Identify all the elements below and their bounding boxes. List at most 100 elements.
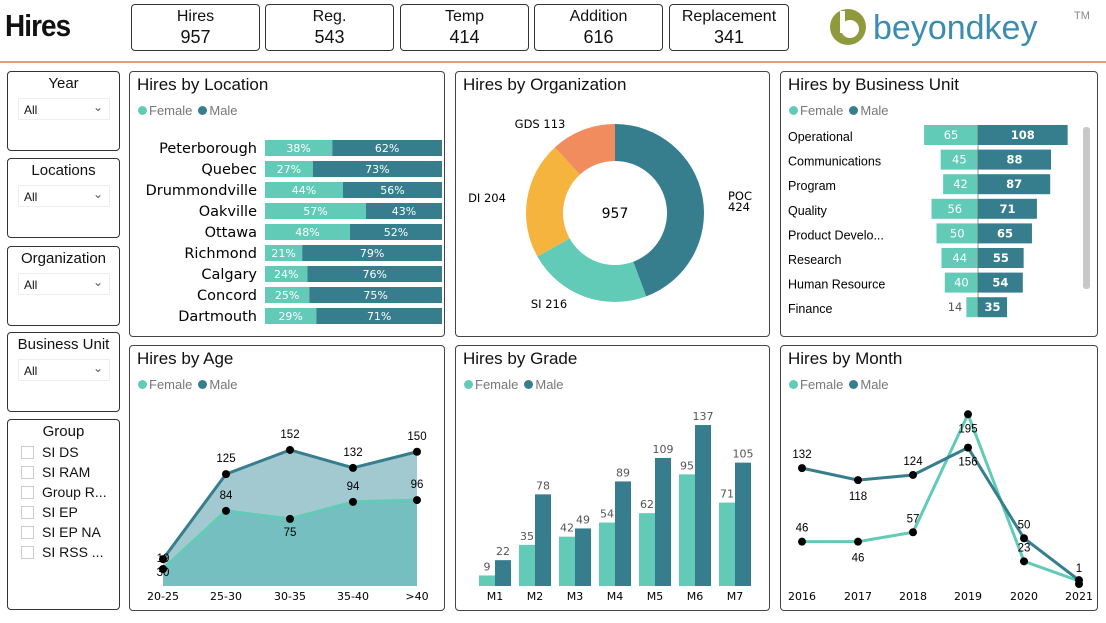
organization-slicer: Organization All ⌄	[7, 246, 120, 326]
male-point	[854, 476, 862, 485]
x-tick-label: 25-30	[210, 590, 242, 603]
male-data-label: 50	[1018, 519, 1031, 531]
male-data-label: 56%	[380, 184, 404, 197]
female-data-label: 44%	[292, 184, 316, 197]
scrollbar-thumb[interactable]	[1083, 127, 1090, 289]
female-bar	[719, 502, 735, 586]
female-bar	[519, 544, 535, 586]
female-data-label: 35	[520, 530, 534, 543]
category-label: Dartmouth	[178, 309, 257, 325]
female-bar	[966, 297, 978, 318]
legend: Female Male	[138, 377, 238, 392]
male-bar	[978, 174, 1051, 195]
kpi-card-replacement: Replacement 341	[669, 4, 789, 51]
male-bar	[302, 245, 442, 261]
male-bar	[309, 287, 442, 303]
female-data-label: 38%	[286, 142, 310, 155]
female-data-label: 50	[950, 226, 965, 240]
male-data-label: 89	[616, 466, 630, 479]
checkbox[interactable]	[21, 445, 34, 459]
male-point	[159, 555, 167, 564]
female-data-label: 57	[907, 513, 920, 525]
male-bar	[307, 266, 442, 282]
x-tick-label: M5	[647, 590, 664, 603]
category-label: Research	[788, 253, 842, 267]
male-data-label: 156	[958, 457, 977, 469]
female-bar	[943, 174, 978, 195]
x-tick-label: 2019	[954, 590, 982, 603]
panel-title: Hires by Location	[137, 75, 269, 94]
group-option[interactable]: SI RAM	[21, 464, 119, 480]
category-label: Peterborough	[159, 141, 257, 157]
female-data-label: 65	[944, 128, 959, 142]
legend-female: Female	[464, 377, 518, 392]
female-line	[802, 410, 1080, 583]
female-point	[964, 410, 972, 419]
male-data-label: 152	[280, 429, 299, 441]
header-divider	[0, 61, 1106, 63]
dropdown-value: All	[24, 190, 38, 204]
male-bar	[978, 149, 1052, 170]
male-data-label: 132	[343, 447, 362, 459]
male-bar	[342, 182, 442, 198]
male-data-label: 79%	[360, 247, 384, 260]
male-point	[964, 443, 972, 452]
x-tick-label: 30-35	[274, 590, 306, 603]
category-label: Quality	[788, 204, 828, 218]
female-bar	[265, 287, 310, 303]
legend: Female Male	[789, 103, 889, 118]
male-data-label: 132	[792, 449, 811, 461]
checkbox[interactable]	[21, 465, 34, 479]
male-data-label: 118	[849, 491, 867, 503]
male-bar	[535, 494, 551, 586]
slicer-title: Business Unit	[17, 336, 110, 353]
legend-female: Female	[138, 103, 192, 118]
female-bar	[559, 536, 575, 586]
year-slicer: Year All ⌄	[7, 71, 120, 151]
x-tick-label: 2017	[844, 590, 872, 603]
male-data-label: 62%	[375, 142, 399, 155]
male-bar	[655, 457, 671, 586]
slicer-title: Locations	[31, 162, 96, 179]
group-option[interactable]: SI EP	[21, 504, 119, 520]
group-option[interactable]: SI EP NA	[21, 524, 119, 540]
hires-by-location-panel: Hires by Location Female Male Peterboroug…	[129, 71, 445, 337]
female-data-label: 46	[852, 553, 865, 565]
male-point	[286, 445, 294, 454]
x-tick-label: M3	[567, 590, 584, 603]
female-bar	[924, 125, 978, 145]
group-option[interactable]: SI DS	[21, 444, 119, 460]
female-point	[159, 564, 167, 573]
female-data-label: 94	[347, 481, 360, 493]
kpi-value: 957	[180, 27, 211, 47]
legend-male: Male	[849, 103, 889, 118]
checkbox[interactable]	[21, 525, 34, 539]
checkbox[interactable]	[21, 505, 34, 519]
dropdown-value: All	[24, 103, 38, 117]
x-tick-label: 2021	[1065, 590, 1093, 603]
group-option[interactable]: SI RSS ...	[21, 544, 119, 560]
female-point	[349, 497, 357, 506]
business-unit-dropdown[interactable]: All ⌄	[18, 359, 110, 381]
legend-female: Female	[138, 377, 192, 392]
female-data-label: 24%	[274, 268, 298, 281]
male-data-label: 22	[496, 545, 510, 558]
checkbox[interactable]	[21, 485, 34, 499]
panel-title: Hires by Organization	[463, 75, 627, 94]
x-tick-label: 2020	[1010, 590, 1038, 603]
organization-dropdown[interactable]: All ⌄	[18, 273, 110, 295]
year-dropdown[interactable]: All ⌄	[18, 98, 110, 120]
female-bar	[265, 161, 313, 177]
group-option[interactable]: Group R...	[21, 484, 119, 500]
female-bar	[265, 203, 366, 219]
x-tick-label: M7	[727, 590, 744, 603]
locations-dropdown[interactable]: All ⌄	[18, 185, 110, 207]
slice-label: GDS 113	[515, 117, 566, 131]
slicer-title: Organization	[20, 250, 107, 267]
beyondkey-logo: beyondkey TM	[826, 5, 1096, 49]
category-label: Calgary	[201, 267, 257, 283]
female-bar	[936, 223, 978, 244]
female-bar	[265, 182, 343, 198]
male-data-label: 54	[992, 276, 1008, 290]
checkbox[interactable]	[21, 545, 34, 559]
